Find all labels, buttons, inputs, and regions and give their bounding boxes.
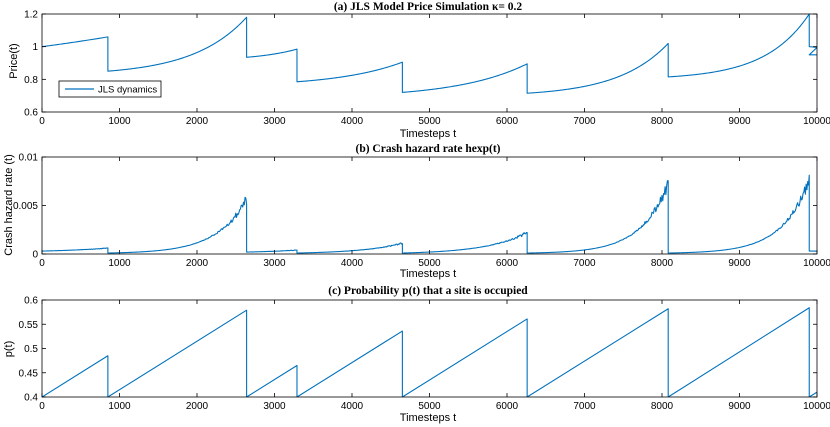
x-tick-label-hazard: 1000 (108, 258, 131, 269)
legend-box (58, 80, 162, 98)
x-tick-label-hazard: 0 (39, 258, 45, 269)
x-tick-label-probability: 6000 (496, 401, 519, 412)
chart-title-price: (a) JLS Model Price Simulation κ= 0.2 (334, 1, 523, 13)
y-tick-label-probability: 0.45 (19, 368, 39, 379)
y-tick-label-price: 0.8 (24, 75, 38, 86)
x-tick-label-price: 5000 (418, 116, 441, 127)
x-tick-label-probability: 2000 (186, 401, 209, 412)
plot-area-frame-probability (41, 299, 818, 398)
plot-area-frame-hazard (41, 156, 818, 255)
chart-title-probability: (c) Probability p(t) that a site is occu… (328, 285, 528, 297)
y-tick-label-probability: 0.5 (24, 344, 38, 355)
x-tick-label-price: 7000 (573, 116, 596, 127)
x-tick-label-probability: 0 (39, 401, 45, 412)
x-tick-label-hazard: 8000 (651, 258, 674, 269)
y-axis-title-probability: p(t) (3, 341, 15, 358)
x-tick-label-probability: 8000 (651, 401, 674, 412)
x-tick-label-price: 3000 (263, 116, 286, 127)
legend-entry-jls-dynamics: JLS dynamics (98, 85, 157, 96)
x-tick-label-hazard: 10000 (803, 258, 830, 269)
x-tick-label-price: 4000 (341, 116, 364, 127)
y-tick-label-hazard: 0.01 (19, 153, 39, 164)
x-tick-label-hazard: 3000 (263, 258, 286, 269)
x-tick-label-price: 10000 (803, 116, 830, 127)
y-tick-label-price: 1 (32, 42, 38, 53)
y-tick-label-probability: 0.4 (24, 393, 38, 404)
y-axis-title-hazard: Crash hazard rate (t) (3, 154, 15, 255)
y-tick-label-hazard: 0 (32, 250, 38, 261)
x-tick-label-probability: 1000 (108, 401, 131, 412)
legend: JLS dynamics (58, 80, 162, 98)
x-axis-title-probability: Timesteps t (400, 412, 456, 424)
x-tick-label-hazard: 5000 (418, 258, 441, 269)
x-tick-label-hazard: 7000 (573, 258, 596, 269)
x-tick-label-probability: 9000 (728, 401, 751, 412)
x-axis-title-price: Timesteps t (400, 128, 456, 140)
y-tick-label-price: 1.2 (24, 10, 38, 21)
chart-title-hazard: (b) Crash hazard rate hexp(t) (355, 143, 500, 155)
y-tick-label-probability: 0.6 (24, 296, 38, 307)
y-tick-label-hazard: 0.005 (13, 201, 38, 212)
x-tick-label-price: 1000 (108, 116, 131, 127)
x-tick-label-hazard: 9000 (728, 258, 751, 269)
x-tick-label-hazard: 6000 (496, 258, 519, 269)
panel-price: (a) JLS Model Price Simulation κ= 0.2 Pr… (8, 1, 830, 140)
x-tick-label-price: 2000 (186, 116, 209, 127)
x-tick-label-probability: 7000 (573, 401, 596, 412)
series-line-price-0 (42, 14, 817, 94)
y-tick-label-probability: 0.55 (19, 320, 39, 331)
x-tick-label-price: 8000 (651, 116, 674, 127)
x-tick-label-probability: 4000 (341, 401, 364, 412)
series-line-probability-0 (42, 307, 817, 397)
x-axis-title-hazard: Timesteps t (400, 268, 456, 280)
panel-probability: (c) Probability p(t) that a site is occu… (3, 285, 830, 424)
x-tick-label-hazard: 4000 (341, 258, 364, 269)
x-tick-label-probability: 5000 (418, 401, 441, 412)
x-tick-label-price: 6000 (496, 116, 519, 127)
series-line-hazard-0 (42, 174, 817, 254)
y-tick-label-price: 0.6 (24, 108, 38, 119)
x-tick-label-hazard: 2000 (186, 258, 209, 269)
panel-hazard: (b) Crash hazard rate hexp(t) Crash haza… (3, 143, 830, 280)
x-tick-label-probability: 10000 (803, 401, 830, 412)
x-tick-label-price: 9000 (728, 116, 751, 127)
x-tick-label-price: 0 (39, 116, 45, 127)
y-axis-title-price: Price(t) (8, 43, 20, 78)
x-tick-label-probability: 3000 (263, 401, 286, 412)
